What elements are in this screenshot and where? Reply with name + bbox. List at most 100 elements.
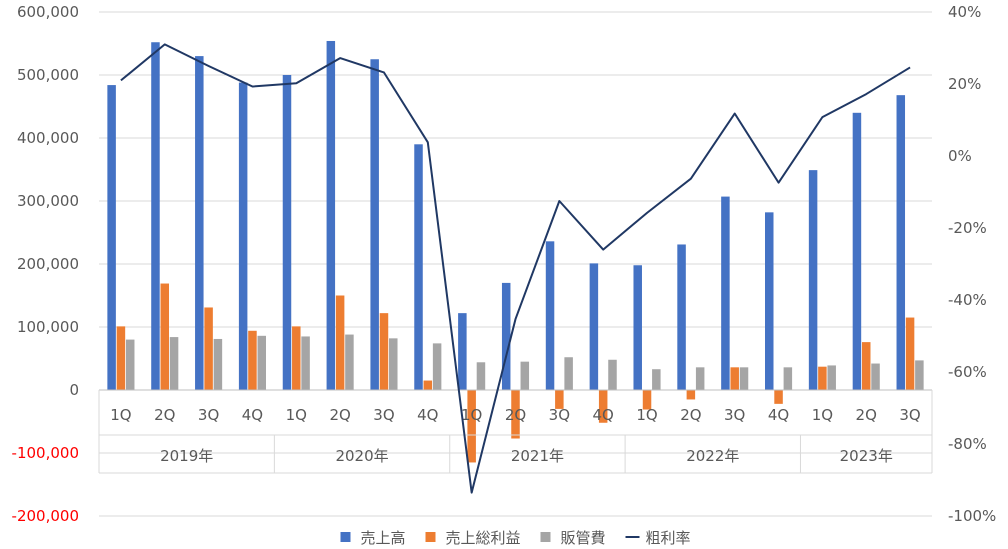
category-label: 1Q — [110, 406, 131, 424]
category-label: 2Q — [329, 406, 350, 424]
category-label: 4Q — [417, 406, 438, 424]
bar-1 — [370, 59, 379, 390]
category-label: 2Q — [856, 406, 877, 424]
bar-1 — [151, 42, 160, 391]
bar-2 — [423, 380, 433, 390]
bar-1 — [852, 112, 862, 391]
bar-1 — [282, 75, 292, 390]
line-series — [120, 43, 911, 494]
bar-3 — [915, 360, 924, 390]
bar-2 — [642, 390, 652, 410]
group-label: 2022年 — [686, 447, 739, 465]
bar-2 — [248, 330, 257, 390]
category-label: 1Q — [461, 406, 482, 424]
category-label: 1Q — [812, 406, 833, 424]
group-label: 2021年 — [511, 447, 564, 465]
legend-swatch — [540, 532, 551, 542]
bar-1 — [721, 196, 730, 390]
left-tick-label: 200,000 — [17, 255, 79, 273]
bar-2 — [467, 390, 476, 463]
bar-2 — [160, 283, 170, 390]
bar-2 — [774, 390, 783, 404]
legend-swatch — [425, 532, 436, 542]
category-label: 1Q — [286, 406, 307, 424]
bars — [107, 40, 924, 463]
bar-3 — [389, 338, 398, 390]
right-tick-label: -40% — [948, 291, 987, 309]
bar-1 — [195, 56, 204, 390]
bar-3 — [608, 359, 617, 390]
legend-label: 売上高 — [361, 529, 406, 547]
bar-3 — [301, 336, 310, 390]
left-tick-label: 500,000 — [17, 66, 79, 84]
right-tick-label: -20% — [948, 219, 987, 237]
category-label: 2Q — [154, 406, 175, 424]
legend-label: 販管費 — [561, 529, 606, 547]
bar-1 — [808, 170, 818, 390]
bar-2 — [905, 317, 915, 390]
bar-3 — [432, 343, 442, 390]
bar-1 — [633, 265, 642, 390]
bar-1 — [458, 313, 467, 390]
bar-3 — [827, 365, 836, 390]
bar-3 — [345, 334, 354, 390]
category-label: 3Q — [724, 406, 745, 424]
right-tick-label: 20% — [948, 75, 981, 93]
bar-2 — [598, 390, 608, 423]
bar-1 — [896, 95, 906, 390]
right-tick-label: -100% — [948, 507, 996, 525]
category-label: 2Q — [680, 406, 701, 424]
group-label: 2019年 — [160, 447, 213, 465]
bar-2 — [555, 390, 564, 409]
right-axis-ticks: 40% 20% 0% -20% -40% -60% -80% -100% — [948, 3, 996, 525]
left-tick-label: 0 — [69, 381, 79, 399]
right-tick-label: 0% — [948, 147, 972, 165]
left-tick-label: -100,000 — [12, 444, 79, 462]
category-label: 4Q — [242, 406, 263, 424]
bar-3 — [739, 367, 749, 390]
left-tick-label: -200,000 — [12, 507, 79, 525]
legend-swatch — [340, 532, 351, 542]
bar-3 — [169, 337, 179, 390]
bar-2 — [861, 342, 871, 390]
category-label: 3Q — [899, 406, 920, 424]
category-label: 3Q — [198, 406, 219, 424]
right-tick-label: -80% — [948, 435, 987, 453]
category-label: 4Q — [768, 406, 789, 424]
left-tick-label: 600,000 — [17, 3, 79, 21]
gridlines — [99, 11, 932, 517]
bar-1 — [677, 244, 686, 390]
bar-1 — [414, 144, 423, 390]
bar-1 — [238, 82, 248, 390]
left-axis-ticks: 600,000 500,000 400,000 300,000 200,000 100,0… — [12, 3, 79, 525]
left-tick-label: 400,000 — [17, 129, 79, 147]
bar-3 — [564, 357, 573, 390]
bar-3 — [213, 338, 223, 390]
bar-2 — [204, 307, 213, 390]
right-tick-label: -60% — [948, 363, 987, 381]
group-label: 2023年 — [840, 447, 893, 465]
group-label: 2020年 — [335, 447, 388, 465]
bar-1 — [107, 85, 116, 390]
bar-2 — [818, 366, 827, 390]
legend-label: 売上総利益 — [446, 529, 521, 547]
left-tick-label: 300,000 — [17, 192, 79, 210]
bar-1 — [765, 212, 774, 390]
category-axis: 1Q 2Q 3Q 4Q 1Q 2Q 3Q 4Q 1Q 2Q 3Q 4Q 1Q 2Q 3Q 4Q 1Q 2Q 3Q 20… — [98, 390, 933, 474]
bar-2 — [730, 367, 739, 390]
right-tick-label: 40% — [948, 3, 981, 21]
bar-3 — [520, 361, 530, 390]
bar-1 — [545, 241, 555, 390]
bar-1 — [589, 263, 599, 390]
bar-3 — [695, 367, 705, 390]
category-label: 2Q — [505, 406, 526, 424]
bar-3 — [125, 339, 135, 390]
bar-2 — [379, 313, 389, 390]
legend-label: 粗利率 — [646, 529, 691, 547]
bar-3 — [257, 335, 266, 390]
category-label: 4Q — [593, 406, 614, 424]
bar-3 — [476, 362, 486, 390]
bar-1 — [501, 282, 511, 390]
bar-1 — [326, 40, 336, 390]
